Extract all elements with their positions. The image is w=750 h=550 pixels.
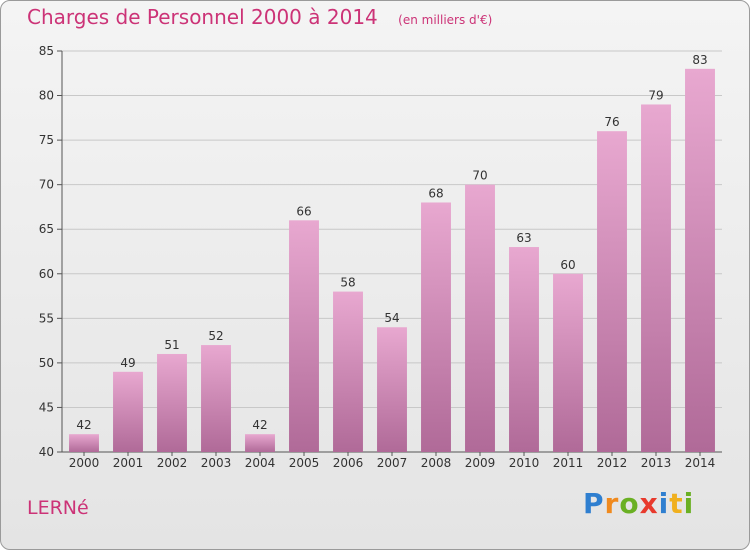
bar — [289, 220, 319, 452]
bar — [641, 104, 671, 452]
y-tick-label: 85 — [39, 44, 54, 58]
logo-letter: i — [683, 487, 695, 520]
bar — [685, 68, 715, 453]
logo-letter: x — [639, 487, 659, 520]
bar-value-label: 76 — [604, 115, 619, 129]
y-tick-label: 80 — [39, 89, 54, 103]
x-tick-label: 2010 — [509, 456, 540, 470]
bar — [421, 202, 451, 452]
bar — [509, 247, 539, 452]
y-tick-label: 65 — [39, 222, 54, 236]
logo-letter: i — [658, 487, 670, 520]
bar — [553, 273, 583, 452]
y-tick-label: 50 — [39, 356, 54, 370]
bar-value-label: 49 — [120, 356, 135, 370]
commune-name: LERNé — [27, 497, 89, 519]
bar — [245, 434, 275, 452]
bar-value-label: 42 — [76, 418, 91, 432]
chart-title-text: Charges de Personnel 2000 à 2014 — [27, 5, 378, 29]
logo-letter: P — [583, 487, 605, 520]
bar-value-label: 68 — [428, 186, 443, 200]
bar — [69, 434, 99, 452]
logo-letter: r — [604, 487, 620, 520]
bar-value-label: 54 — [384, 311, 399, 325]
x-tick-label: 2007 — [377, 456, 408, 470]
bar-value-label: 79 — [648, 88, 663, 102]
y-tick-label: 40 — [39, 445, 54, 459]
bar-value-label: 66 — [296, 204, 311, 218]
proxiti-logo: Proxiti — [583, 487, 694, 520]
y-tick-label: 60 — [39, 267, 54, 281]
x-tick-label: 2014 — [685, 456, 716, 470]
y-tick-label: 45 — [39, 400, 54, 414]
x-tick-label: 2003 — [201, 456, 232, 470]
bar — [377, 327, 407, 452]
x-tick-label: 2002 — [157, 456, 188, 470]
x-tick-label: 2012 — [597, 456, 628, 470]
chart-unit: (en milliers d'€) — [398, 13, 493, 27]
x-tick-label: 2011 — [553, 456, 584, 470]
y-tick-label: 75 — [39, 133, 54, 147]
x-tick-label: 2005 — [289, 456, 320, 470]
logo-letter: o — [619, 487, 640, 520]
logo-letter: t — [669, 487, 684, 520]
bar — [465, 184, 495, 452]
bar-value-label: 58 — [340, 276, 355, 290]
bar-value-label: 63 — [516, 231, 531, 245]
bar-value-label: 70 — [472, 169, 487, 183]
bar — [157, 353, 187, 452]
labels: 40 45 50 55 60 65 70 75 80 85 42 2000 49 2001 51 2002 52… — [39, 44, 716, 470]
y-tick-label: 55 — [39, 311, 54, 325]
x-tick-label: 2001 — [113, 456, 144, 470]
bar-value-label: 60 — [560, 258, 575, 272]
bar — [333, 291, 363, 452]
bar-value-label: 51 — [164, 338, 179, 352]
bar — [113, 371, 143, 452]
x-tick-label: 2004 — [245, 456, 276, 470]
bar — [201, 345, 231, 452]
chart-title: Charges de Personnel 2000 à 2014 (en mil… — [27, 5, 492, 29]
bar-value-label: 52 — [208, 329, 223, 343]
x-tick-label: 2000 — [69, 456, 100, 470]
bars — [69, 68, 715, 453]
x-tick-label: 2008 — [421, 456, 452, 470]
x-tick-label: 2006 — [333, 456, 364, 470]
bar — [597, 131, 627, 452]
x-tick-label: 2009 — [465, 456, 496, 470]
y-tick-label: 70 — [39, 178, 54, 192]
x-tick-label: 2013 — [641, 456, 672, 470]
bar-value-label: 83 — [692, 53, 707, 67]
bar-value-label: 42 — [252, 418, 267, 432]
